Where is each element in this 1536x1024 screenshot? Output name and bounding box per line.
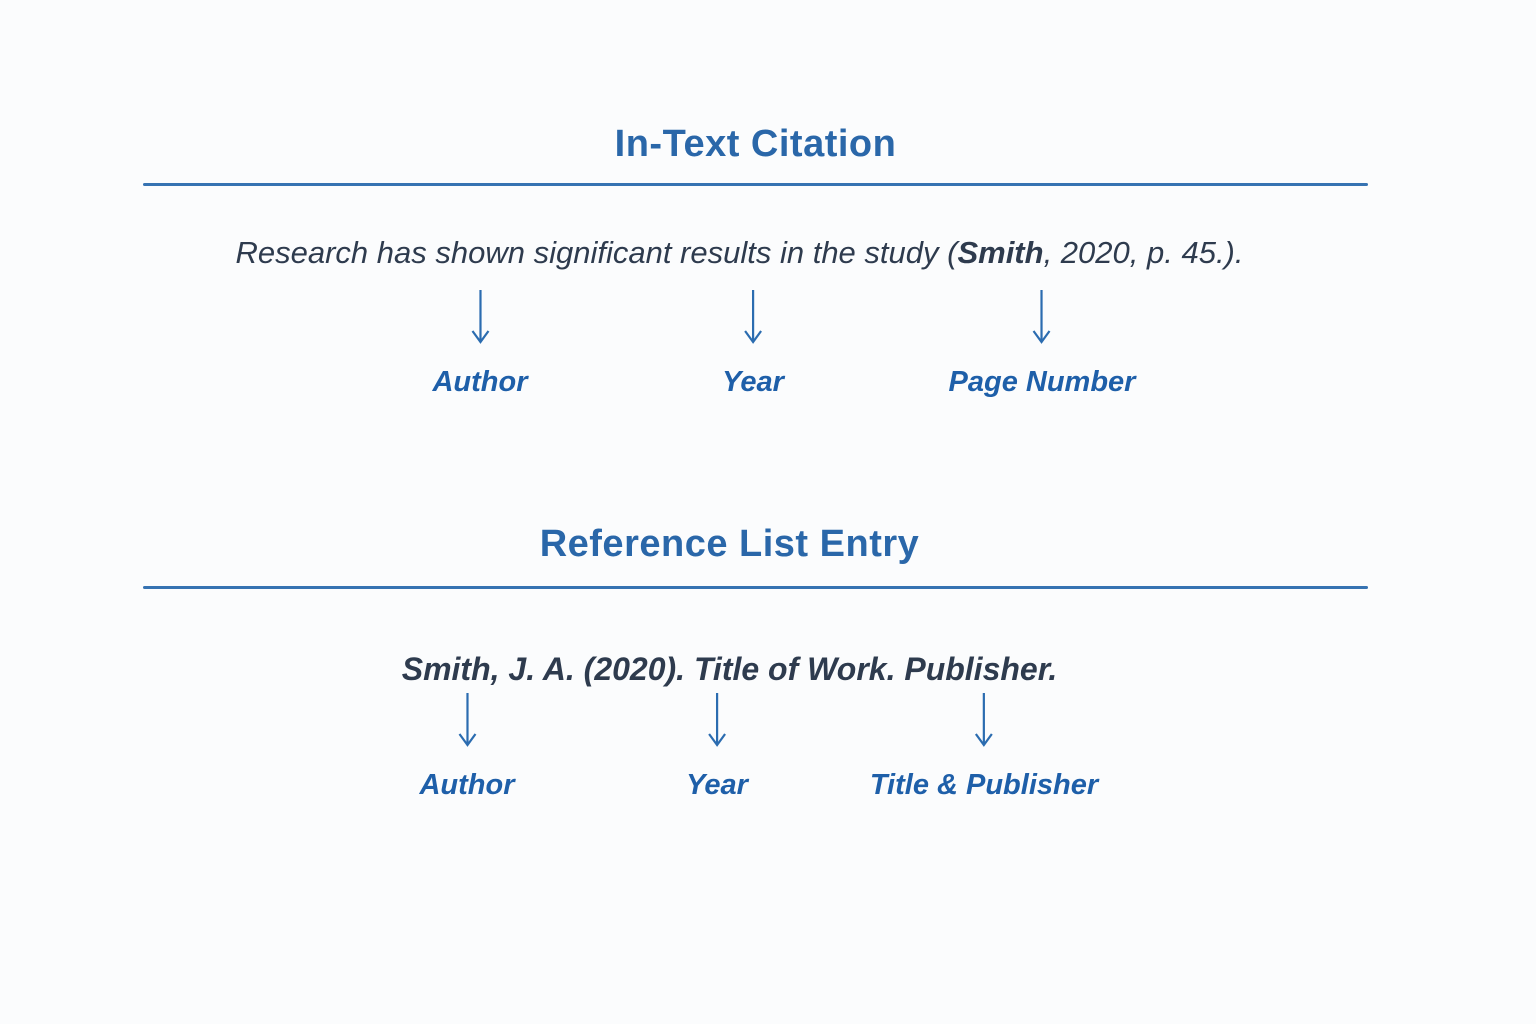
annotation-label-author: Author — [432, 366, 528, 398]
down-arrow-icon — [975, 693, 993, 747]
author-name-bold: Smith — [957, 235, 1044, 270]
annotation-label-year: Year — [722, 366, 784, 398]
annotation-label-page-number: Page Number — [948, 366, 1136, 398]
example-segment: Research has shown significant results i… — [235, 235, 958, 270]
down-arrow-icon — [458, 693, 476, 747]
reference-list-entry-example: Smith, J. A. (2020). Title of Work. Publ… — [117, 650, 1342, 688]
annotation-label-title-publisher: Title & Publisher — [869, 769, 1099, 801]
annotation-title-publisher: Title & Publisher — [870, 692, 1098, 802]
down-arrow-icon — [1033, 290, 1051, 344]
example-segment: Smith, J. A. (2020). Title of Work. Publ… — [401, 651, 1058, 687]
annotation-author: Author — [432, 289, 528, 399]
annotation-author: Author — [419, 692, 515, 802]
annotation-year: Year — [722, 289, 784, 399]
in-text-citation-example: Research has shown significant results i… — [127, 234, 1352, 272]
divider-rule — [143, 586, 1368, 589]
annotation-label-author: Author — [419, 769, 515, 801]
down-arrow-icon — [744, 290, 762, 344]
annotation-year: Year — [686, 692, 748, 802]
annotation-label-year: Year — [686, 769, 748, 801]
down-arrow-icon — [708, 693, 726, 747]
annotation-page-number: Page Number — [948, 289, 1136, 399]
example-segment: , 2020, p. 45.). — [1043, 235, 1244, 270]
section-title-reference-list-entry: Reference List Entry — [539, 523, 920, 565]
divider-rule — [143, 183, 1368, 186]
section-title-in-text-citation: In-Text Citation — [614, 123, 897, 165]
down-arrow-icon — [471, 290, 489, 344]
